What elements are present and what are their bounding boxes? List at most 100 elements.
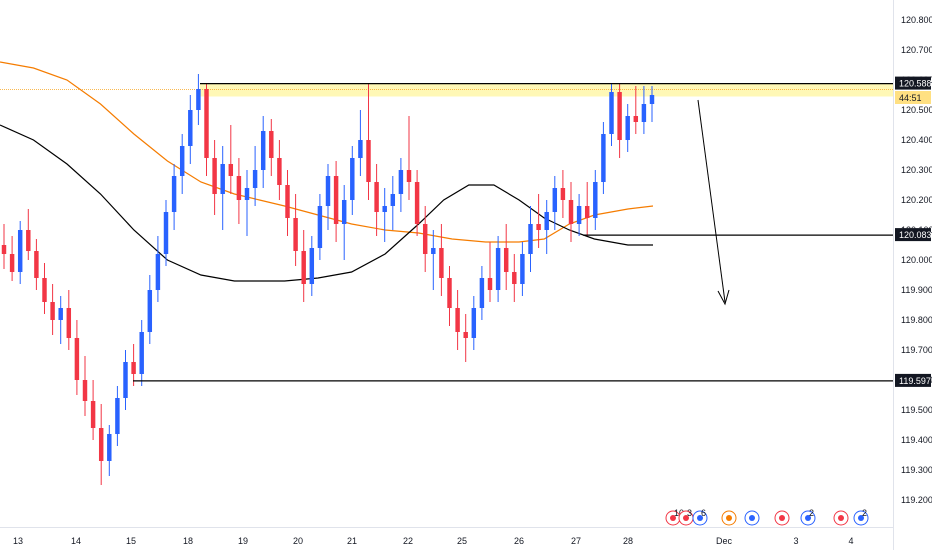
- candle: [544, 200, 549, 254]
- y-tick-label: 119.800: [901, 315, 932, 325]
- calendar-event-icon[interactable]: 3: [678, 508, 694, 526]
- candle-body: [171, 176, 177, 212]
- candle-body: [301, 251, 306, 284]
- event-count: 10: [674, 508, 684, 518]
- candle-body: [503, 248, 509, 272]
- candle: [593, 170, 598, 230]
- horizontal-levels[interactable]: [133, 82, 893, 382]
- countdown-box: [895, 91, 931, 104]
- candle-body: [341, 200, 347, 224]
- candle-body: [649, 95, 655, 104]
- dividend-icon[interactable]: 2: [853, 508, 869, 526]
- event-count: 2: [809, 508, 814, 518]
- candle: [163, 200, 169, 266]
- dividend-icon[interactable]: 2: [800, 508, 816, 526]
- candle: [503, 224, 509, 290]
- x-tick-label: Dec: [716, 536, 733, 546]
- candle: [34, 239, 39, 290]
- x-tick-label: 19: [238, 536, 248, 546]
- candle-body: [269, 131, 274, 158]
- countdown-badge: 44:51: [895, 91, 931, 104]
- candle-body: [82, 380, 88, 401]
- time-axis[interactable]: 13 14 15 18 19 20 21 22 25 26 27 28 Dec 3 4: [13, 536, 854, 546]
- candle: [447, 266, 452, 326]
- x-tick-label: 4: [848, 536, 853, 546]
- candle: [617, 83, 622, 158]
- candle: [244, 170, 250, 236]
- candle: [633, 86, 639, 134]
- candle-body: [520, 254, 525, 284]
- candle-body: [90, 401, 96, 428]
- resistance-zone: [0, 83, 893, 97]
- candle: [601, 122, 606, 194]
- x-tick-label: 13: [13, 536, 23, 546]
- candle-body: [204, 89, 209, 158]
- events-row[interactable]: 10 3 6 2 2: [665, 508, 869, 526]
- event-dot: [858, 515, 864, 521]
- candle: [568, 182, 574, 242]
- candle-body: [147, 290, 153, 332]
- candle-body: [244, 188, 250, 200]
- candle: [9, 236, 15, 281]
- arrow-head-icon[interactable]: [717, 289, 730, 306]
- candle-body: [398, 170, 404, 194]
- candle: [552, 176, 558, 230]
- badge-label: 120.588: [899, 79, 932, 89]
- candle-body: [9, 254, 15, 272]
- candle-body: [390, 194, 396, 206]
- calendar-event-icon[interactable]: [774, 510, 790, 526]
- candle: [649, 86, 655, 122]
- candle: [414, 170, 420, 236]
- event-dot: [838, 515, 844, 521]
- candle: [171, 164, 177, 230]
- candle: [98, 404, 104, 485]
- candle-body: [66, 308, 72, 338]
- candlesticks: [1, 74, 655, 485]
- candle: [236, 158, 242, 224]
- candle-body: [333, 176, 339, 224]
- candle-body: [536, 224, 541, 230]
- dividend-icon[interactable]: 6: [692, 508, 708, 526]
- price-badges: 120.588 120.083 119.597 44:51: [895, 76, 932, 387]
- dividend-icon[interactable]: [744, 510, 760, 526]
- arrow-shaft[interactable]: [697, 99, 726, 303]
- badge-box: [895, 228, 931, 242]
- candle-body: [406, 170, 412, 182]
- candle: [641, 86, 647, 134]
- y-tick-label: 119.700: [901, 345, 932, 355]
- candle-body: [366, 140, 371, 182]
- candle: [123, 350, 128, 410]
- candle: [333, 161, 339, 242]
- candle-body: [42, 278, 47, 302]
- candle-body: [593, 182, 598, 218]
- candle: [431, 230, 436, 290]
- candle: [66, 290, 72, 350]
- projection-arrow[interactable]: [697, 99, 730, 306]
- candle: [293, 194, 298, 266]
- candle: [520, 242, 525, 296]
- candle-body: [74, 338, 80, 380]
- candle-body: [196, 89, 201, 110]
- candle-body: [17, 230, 23, 272]
- candle-body: [260, 131, 266, 170]
- candle-body: [236, 176, 242, 200]
- candle: [204, 83, 209, 176]
- earnings-icon[interactable]: [721, 510, 737, 526]
- candle-body: [584, 206, 590, 218]
- candle: [188, 95, 193, 164]
- event-dot: [726, 515, 732, 521]
- candle-body: [528, 224, 533, 254]
- event-count: 3: [687, 508, 692, 518]
- candle: [528, 206, 533, 272]
- calendar-event-icon[interactable]: [833, 510, 849, 526]
- candle: [285, 170, 290, 236]
- candle-body: [50, 302, 55, 320]
- candle-body: [495, 248, 501, 290]
- candle-body: [601, 134, 606, 182]
- x-tick-label: 15: [126, 536, 136, 546]
- ma-black-line: [0, 124, 653, 282]
- candle-body: [220, 164, 225, 194]
- event-dot: [697, 515, 703, 521]
